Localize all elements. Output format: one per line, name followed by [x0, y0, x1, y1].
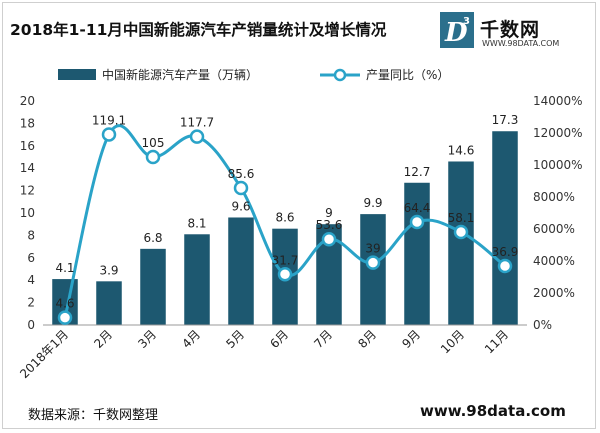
y-left-tick-label: 8	[27, 228, 35, 242]
bar-value-label: 9.6	[231, 199, 250, 213]
line-value-label: 105	[142, 136, 165, 150]
y-right-tick-label: 12000%	[533, 126, 583, 140]
growth-point	[497, 258, 513, 274]
bar-value-label: 4.1	[55, 261, 74, 275]
bar-value-label: 8.6	[275, 211, 294, 225]
logo-url: WWW.98DATA.COM	[482, 39, 560, 48]
bar-value-label: 9.9	[363, 196, 382, 210]
x-tick-label: 5月	[223, 327, 247, 351]
logo-mark-letter: D	[444, 18, 468, 48]
y-right-tick-label: 8000%	[533, 190, 575, 204]
logo-text: 千数网	[480, 19, 541, 41]
legend-line-swatch	[320, 68, 360, 81]
y-left-tick-label: 4	[27, 273, 35, 287]
x-tick-label: 11月	[482, 327, 511, 356]
bar	[140, 248, 166, 325]
growth-point	[233, 180, 249, 196]
y-right-tick-label: 6000%	[533, 222, 575, 236]
y-right-tick-label: 10000%	[533, 158, 583, 172]
logo-mark-sup: 3	[463, 16, 470, 27]
bar	[96, 281, 122, 325]
line-value-label: 85.6	[228, 167, 255, 181]
bar-value-label: 9	[325, 206, 333, 220]
x-tick-label: 9月	[399, 327, 423, 351]
x-tick-label: 4月	[179, 327, 203, 351]
line-value-label: 64.4	[404, 201, 431, 215]
bar-value-label: 6.8	[143, 231, 162, 245]
x-tick-label: 6月	[267, 327, 291, 351]
line-value-label: 58.1	[448, 211, 475, 225]
bar	[228, 217, 254, 325]
bar-value-label: 12.7	[404, 165, 431, 179]
line-value-label: 31.7	[272, 253, 299, 267]
x-tick-label: 8月	[355, 327, 379, 351]
chart-title: 2018年1-11月中国新能源汽车产销量统计及增长情况	[10, 21, 387, 39]
y-right-tick-label: 0%	[533, 318, 552, 332]
bar	[448, 161, 474, 325]
x-tick-label: 7月	[311, 327, 335, 351]
growth-point	[321, 231, 337, 247]
footer-url: www.98data.com	[420, 402, 566, 420]
chart-legend: 中国新能源汽车产量（万辆） 产量同比（%）	[0, 66, 600, 84]
x-tick-label: 3月	[135, 327, 159, 351]
y-left-tick-label: 14	[20, 161, 35, 175]
legend-bar-swatch	[58, 69, 96, 80]
growth-point	[57, 310, 73, 325]
bar	[404, 182, 430, 325]
line-value-label: 39	[365, 242, 380, 256]
growth-point	[365, 255, 381, 270]
y-left-tick-label: 16	[20, 139, 35, 153]
legend-item-bar: 中国新能源汽车产量（万辆）	[58, 66, 258, 83]
line-value-label: 4.6	[55, 297, 74, 311]
legend-bar-label: 中国新能源汽车产量（万辆）	[102, 68, 259, 82]
line-value-label: 117.7	[180, 116, 214, 130]
y-left-tick-label: 2	[27, 296, 35, 310]
y-right-tick-label: 14000%	[533, 94, 583, 108]
x-tick-label: 2月	[91, 327, 115, 351]
growth-point	[277, 267, 293, 282]
line-value-label: 53.6	[316, 218, 343, 232]
growth-point	[189, 129, 205, 144]
line-value-label: 36.9	[492, 245, 519, 259]
growth-point	[409, 214, 425, 230]
line-value-label: 119.1	[92, 113, 126, 127]
bar-value-label: 3.9	[99, 263, 118, 277]
bar	[184, 234, 210, 325]
bar	[492, 131, 518, 325]
y-right-tick-label: 4000%	[533, 254, 575, 268]
x-tick-label: 2018年1月	[17, 327, 71, 381]
growth-point	[145, 149, 161, 165]
data-source: 数据来源：千数网整理	[28, 408, 159, 423]
bar-value-label: 17.3	[492, 113, 519, 127]
y-left-tick-label: 20	[20, 94, 35, 108]
bar-value-label: 14.6	[448, 143, 475, 157]
legend-item-line: 产量同比（%）	[320, 66, 449, 83]
logo-mark-icon: D 3	[440, 12, 474, 48]
y-right-tick-label: 2000%	[533, 286, 575, 300]
growth-point	[101, 127, 117, 142]
y-left-tick-label: 12	[20, 184, 35, 198]
y-left-tick-label: 18	[20, 116, 35, 130]
y-left-tick-label: 6	[27, 251, 35, 265]
legend-line-label: 产量同比（%）	[366, 68, 450, 82]
brand-logo: D 3 千数网 WWW.98DATA.COM	[440, 12, 590, 52]
y-left-tick-label: 10	[20, 206, 35, 220]
x-tick-label: 10月	[438, 327, 467, 356]
y-left-tick-label: 0	[27, 318, 35, 332]
bar-value-label: 8.1	[187, 216, 206, 230]
growth-point	[453, 224, 469, 240]
